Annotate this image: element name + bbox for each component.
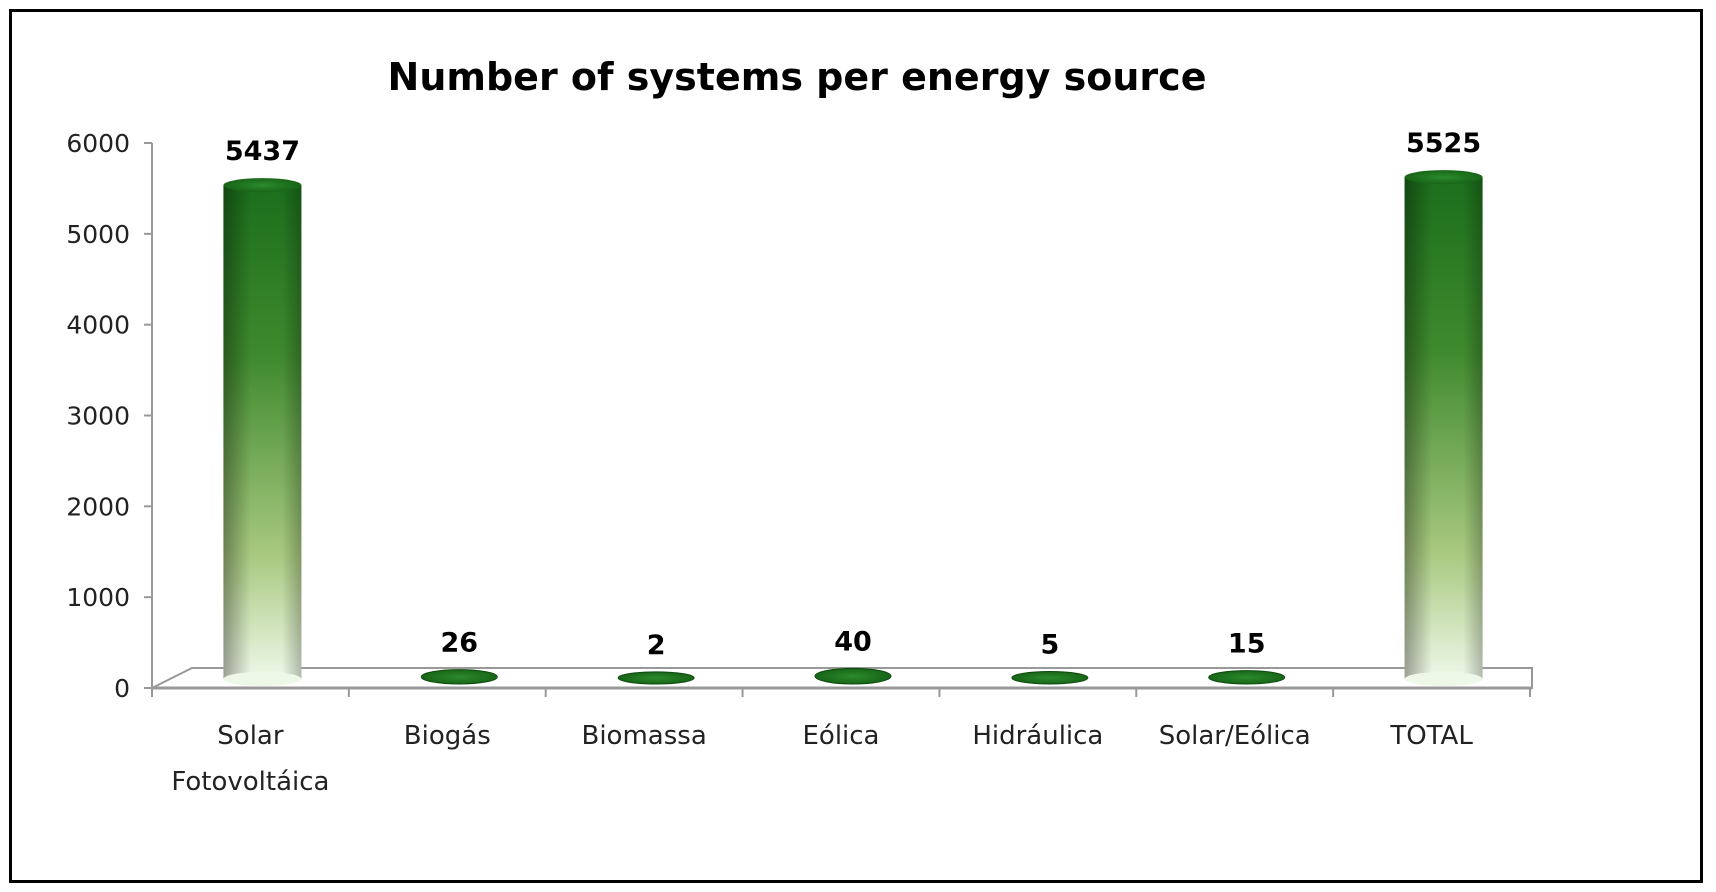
x-tick-label: Biogás xyxy=(404,721,491,751)
bar-shade xyxy=(1404,177,1483,680)
bar xyxy=(1404,170,1483,686)
y-tick-label: 6000 xyxy=(66,129,130,158)
bar-disc xyxy=(1208,670,1286,685)
bar-cap xyxy=(1404,170,1483,185)
bar xyxy=(420,669,498,685)
data-label: 5 xyxy=(1040,630,1059,661)
x-tick-label: TOTAL xyxy=(1389,721,1473,751)
x-tick-label: Solar xyxy=(217,721,284,751)
bar-disc xyxy=(617,671,695,685)
y-tick-label: 4000 xyxy=(66,311,130,340)
y-tick-label: 1000 xyxy=(66,583,130,612)
bar-disc xyxy=(420,669,498,685)
labels-layer: 5437 Solar Fotovoltáica 26 Biogás 2 Biomassa 40… xyxy=(171,128,1481,797)
x-tick-label: Eólica xyxy=(802,721,879,751)
x-tick-label: Biomassa xyxy=(582,721,707,751)
chart-title: Number of systems per energy source xyxy=(388,55,1207,99)
bar-base xyxy=(223,672,302,686)
x-tick-label: Fotovoltáica xyxy=(171,767,329,797)
bar xyxy=(223,178,302,686)
y-tick-label: 2000 xyxy=(66,492,130,521)
bar-cap xyxy=(223,178,302,193)
bar xyxy=(814,667,892,685)
bar xyxy=(617,671,695,685)
data-label: 40 xyxy=(834,626,872,657)
x-tick-label: Hidráulica xyxy=(972,721,1103,751)
y-tick-label: 3000 xyxy=(66,402,130,431)
data-label: 15 xyxy=(1228,629,1266,660)
bar-chart: Number of systems per energy source 0 100… xyxy=(66,55,1533,797)
bar-base xyxy=(1404,672,1483,686)
data-label: 2 xyxy=(647,630,666,661)
bar xyxy=(1208,670,1286,685)
data-label: 5437 xyxy=(225,136,300,167)
y-tick-label: 0 xyxy=(114,674,130,703)
bar-disc xyxy=(1011,671,1089,685)
bar-shade xyxy=(223,185,302,679)
x-tick-label: Solar/Eólica xyxy=(1159,721,1311,751)
data-label: 5525 xyxy=(1406,128,1481,159)
data-label: 26 xyxy=(440,628,478,659)
bar-disc xyxy=(814,667,892,685)
bars-layer xyxy=(223,170,1483,686)
y-tick-label: 5000 xyxy=(66,220,130,249)
axes-layer: 0 1000 2000 3000 4000 5000 6000 xyxy=(66,129,1533,703)
chart-frame: Number of systems per energy source 0 100… xyxy=(9,9,1703,883)
bar xyxy=(1011,671,1089,685)
